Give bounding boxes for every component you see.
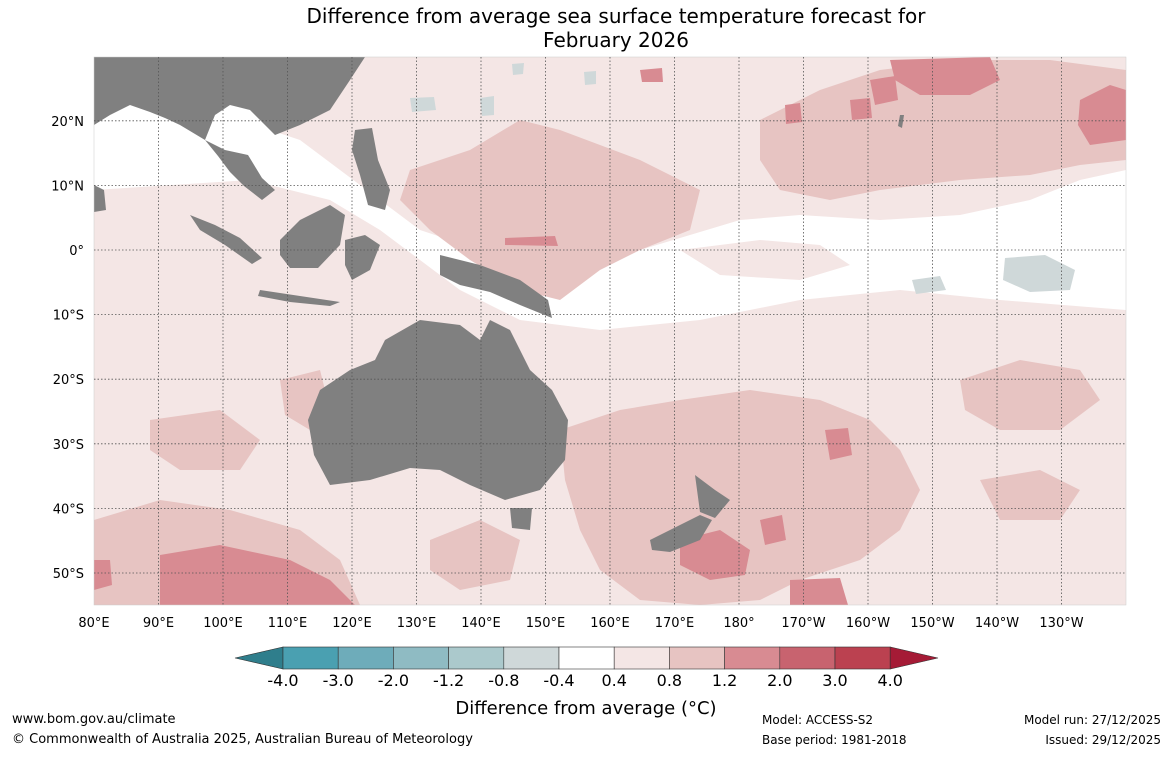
sumatra [190, 215, 262, 264]
colorbar-tick-label: 0.8 [656, 671, 683, 690]
lon-label: 160°E [590, 616, 630, 631]
colorbar-tick-label: 4.0 [877, 671, 903, 690]
anomaly-1.2-2.0 [94, 57, 1126, 605]
colorbar-tick-label: -4.0 [267, 671, 299, 690]
lat-label: 20°S [53, 373, 84, 388]
graticule [94, 57, 1126, 605]
colorbar-segment [337, 646, 394, 670]
base-period-text: Base period: 1981-2018 [762, 733, 907, 747]
lon-label: 150°E [526, 616, 566, 631]
lon-label: 130°E [397, 616, 437, 631]
lat-label: 20°N [51, 115, 84, 130]
lat-label: 50°S [53, 567, 84, 582]
colorbar-segment [613, 646, 670, 670]
lon-label: 140°W [975, 616, 1019, 631]
colorbar-segment [834, 646, 891, 670]
colorbar-tick-label: 1.2 [711, 671, 738, 690]
anomaly-0.8-1.2 [94, 60, 1126, 605]
latitude-labels: 20°N 10°N 0° 10°S 20°S 30°S 40°S 50°S [51, 115, 84, 582]
lon-label: 170°E [655, 616, 695, 631]
nz-north-island [695, 475, 730, 518]
land [94, 57, 904, 552]
colorbar-over-arrow [889, 646, 939, 670]
copyright-text: © Commonwealth of Australia 2025, Austra… [12, 732, 473, 747]
lon-label: 80°E [78, 616, 109, 631]
colorbar-tick-label: -3.0 [322, 671, 354, 690]
colorbar-under-arrow [234, 646, 284, 670]
website-text: www.bom.gov.au/climate [12, 712, 176, 727]
lon-label: 150°W [910, 616, 954, 631]
title-line-2: February 2026 [543, 28, 689, 52]
asia-mainland [94, 57, 365, 140]
lon-label: 180° [723, 616, 754, 631]
longitude-labels: 80°E 90°E 100°E 110°E 120°E 130°E 140°E 150°E 16… [78, 616, 1083, 631]
title-line-1: Difference from average sea surface temp… [306, 4, 926, 28]
lat-label: 30°S [53, 438, 84, 453]
lon-label: 120°E [332, 616, 372, 631]
hawaii [898, 115, 904, 128]
lon-label: 90°E [143, 616, 174, 631]
colorbar-segment [779, 646, 836, 670]
nz-south-island [650, 515, 712, 552]
lon-label: 100°E [203, 616, 243, 631]
lon-label: 130°W [1039, 616, 1083, 631]
issued-text: Issued: 29/12/2025 [1045, 733, 1161, 747]
lon-label: 140°E [461, 616, 501, 631]
anomaly-neg-0.8-0.4 [410, 63, 1075, 294]
colorbar-tick-label: 3.0 [822, 671, 848, 690]
lon-label: 160°W [846, 616, 890, 631]
new-guinea [440, 255, 552, 318]
colorbar-segment [558, 646, 615, 670]
lon-label: 170°W [781, 616, 825, 631]
colorbar-segment [724, 646, 781, 670]
lat-label: 0° [69, 244, 84, 259]
model-run-text: Model run: 27/12/2025 [1023, 713, 1161, 727]
lat-label: 40°S [53, 502, 84, 517]
lat-label: 10°S [53, 309, 84, 324]
tasmania [510, 508, 532, 530]
colorbar-title: Difference from average (°C) [455, 698, 717, 719]
lon-label: 110°E [268, 616, 308, 631]
model-text: Model: ACCESS-S2 [762, 713, 874, 727]
java [258, 290, 340, 306]
indochina [205, 140, 275, 200]
colorbar-tick-label: -0.8 [488, 671, 520, 690]
taiwan [268, 112, 290, 130]
colorbar-tick-label: 2.0 [767, 671, 793, 690]
borneo [280, 205, 345, 268]
colorbar-segment [503, 646, 560, 670]
colorbar-tick-label: -1.2 [432, 671, 465, 690]
philippines [352, 128, 390, 210]
australia [308, 320, 568, 500]
map-area [94, 57, 1126, 605]
sulawesi [345, 235, 380, 280]
lat-label: 10°N [51, 179, 84, 194]
colorbar-segment [282, 646, 339, 670]
chart-title: Difference from average sea surface temp… [0, 4, 1173, 52]
colorbar-tick-label: -2.0 [377, 671, 409, 690]
sri-lanka [94, 185, 106, 212]
colorbar-segment [448, 646, 505, 670]
colorbar [234, 646, 939, 670]
colorbar-segment [669, 646, 725, 670]
colorbar-segment [393, 646, 449, 670]
colorbar-tick-label: 0.4 [601, 671, 627, 690]
colorbar-tick-label: -0.4 [543, 671, 575, 690]
